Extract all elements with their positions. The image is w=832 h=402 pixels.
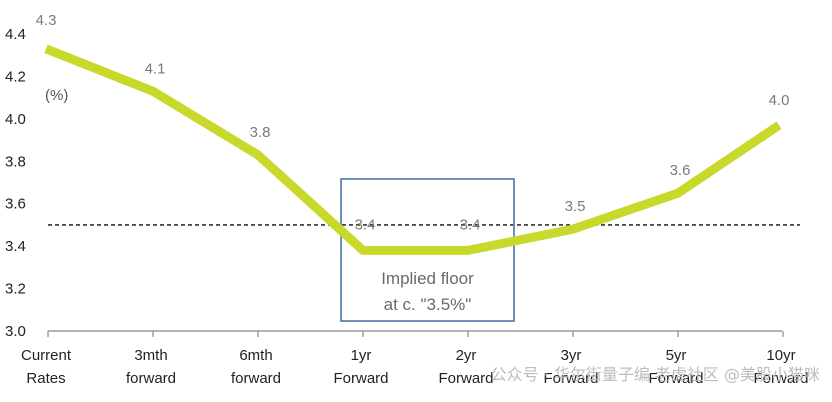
y-axis-ticks: 3.0 3.2 3.4 3.6 3.8 4.0 4.2 4.4 bbox=[5, 26, 26, 340]
y-tick-label: 3.0 bbox=[5, 323, 26, 340]
x-tick-label: Forward bbox=[333, 370, 388, 387]
y-tick-label: 4.4 bbox=[5, 26, 26, 43]
data-label: 4.0 bbox=[769, 92, 790, 109]
data-label: 3.6 bbox=[670, 162, 691, 179]
x-axis-labels: Current Rates 3mth forward 6mth forward 1yr For… bbox=[21, 347, 809, 387]
x-tick-label: 3mth bbox=[134, 347, 167, 364]
x-axis-tick-marks bbox=[47, 331, 784, 337]
x-tick-label: 3yr bbox=[561, 347, 582, 364]
watermark-text: 公众号 · 华尔街量子编 老虎社区 @美股小猫咪 bbox=[491, 365, 820, 384]
data-labels: 4.3 4.1 3.8 3.4 3.4 3.5 3.6 4.0 bbox=[36, 12, 790, 233]
x-tick-label: Forward bbox=[648, 370, 703, 387]
data-label: 4.1 bbox=[145, 60, 166, 77]
annotation-line-2: at c. "3.5%" bbox=[384, 295, 472, 314]
annotation-line-1: Implied floor bbox=[381, 269, 474, 288]
x-tick-label: forward bbox=[126, 370, 176, 387]
data-label: 3.8 bbox=[250, 124, 271, 141]
y-tick-label: 3.8 bbox=[5, 153, 26, 170]
x-tick-label: 10yr bbox=[766, 347, 795, 364]
y-tick-label: 4.2 bbox=[5, 68, 26, 85]
data-label: 4.3 bbox=[36, 12, 57, 29]
x-tick-label: Forward bbox=[438, 370, 493, 387]
y-axis-unit-label: (%) bbox=[45, 87, 68, 104]
data-label: 3.4 bbox=[355, 216, 376, 233]
x-tick-label: forward bbox=[231, 370, 281, 387]
x-tick-label: 6mth bbox=[239, 347, 272, 364]
y-tick-label: 4.0 bbox=[5, 111, 26, 128]
series-line bbox=[44, 44, 782, 255]
x-tick-label: 1yr bbox=[351, 347, 372, 364]
x-tick-label: 2yr bbox=[456, 347, 477, 364]
data-label: 3.5 bbox=[565, 198, 586, 215]
y-tick-label: 3.2 bbox=[5, 281, 26, 298]
implied-floor-box bbox=[340, 178, 515, 322]
y-tick-label: 3.6 bbox=[5, 196, 26, 213]
y-tick-label: 3.4 bbox=[5, 238, 26, 255]
data-label: 3.4 bbox=[460, 216, 481, 233]
x-tick-label: Rates bbox=[26, 370, 65, 387]
x-tick-label: Current bbox=[21, 347, 72, 364]
x-tick-label: Forward bbox=[543, 370, 598, 387]
x-tick-label: Forward bbox=[753, 370, 808, 387]
x-tick-label: 5yr bbox=[666, 347, 687, 364]
